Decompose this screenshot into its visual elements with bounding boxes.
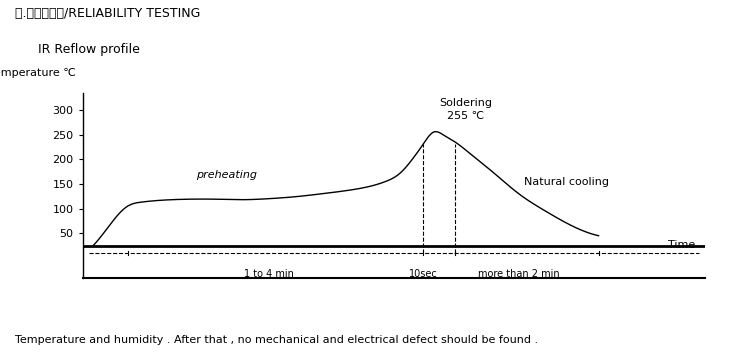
Text: Soldering
255 ℃: Soldering 255 ℃ bbox=[439, 98, 492, 121]
Text: Natural cooling: Natural cooling bbox=[524, 177, 609, 187]
Text: IR Reflow profile: IR Reflow profile bbox=[38, 43, 140, 56]
Text: more than 2 min: more than 2 min bbox=[478, 269, 560, 279]
Text: Time: Time bbox=[668, 240, 695, 250]
Text: preheating: preheating bbox=[196, 170, 256, 180]
Text: Temperature and humidity . After that , no mechanical and electrical defect shou: Temperature and humidity . After that , … bbox=[15, 335, 538, 345]
Text: 10sec: 10sec bbox=[409, 269, 437, 279]
Text: 七.可靠性測試/RELIABILITY TESTING: 七.可靠性測試/RELIABILITY TESTING bbox=[15, 7, 200, 20]
Text: Temperature ℃: Temperature ℃ bbox=[0, 68, 76, 78]
Text: 1 to 4 min: 1 to 4 min bbox=[244, 269, 294, 279]
